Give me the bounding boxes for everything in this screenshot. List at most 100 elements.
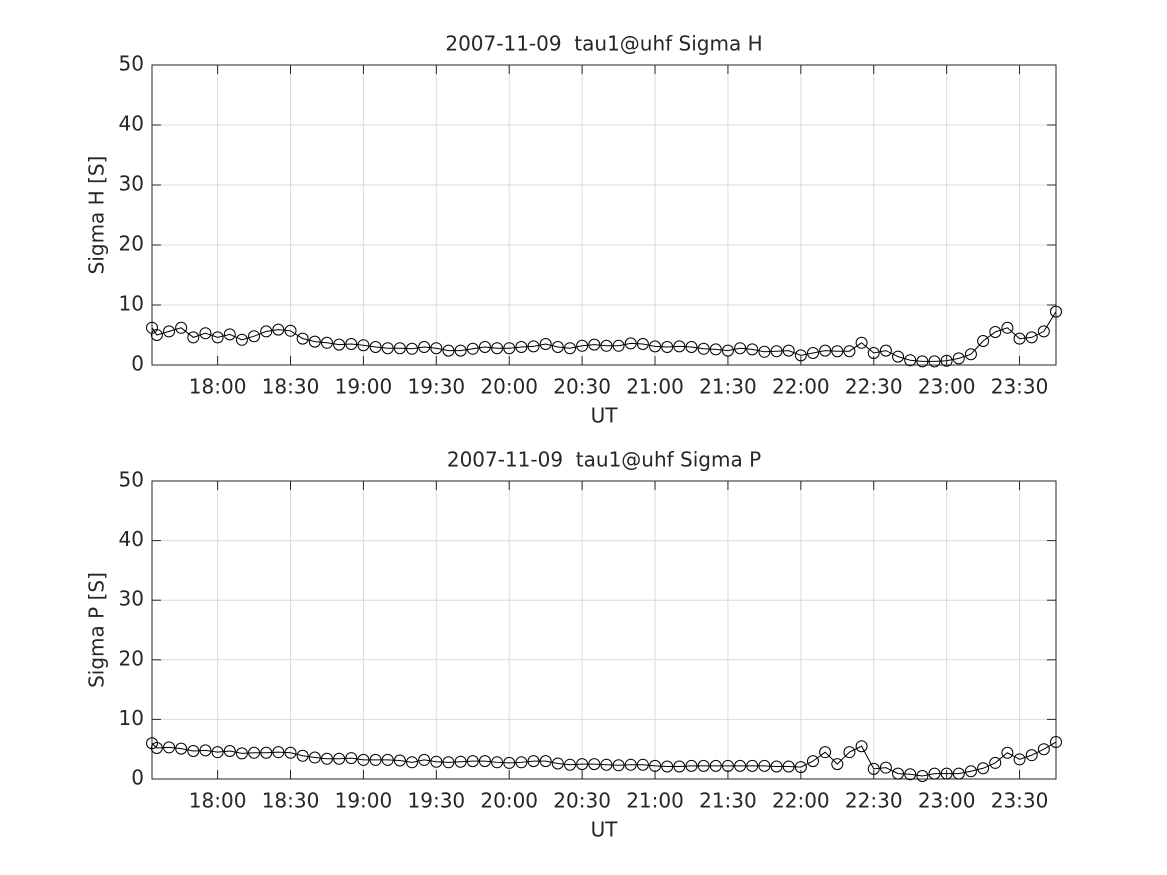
data-point	[697, 342, 710, 355]
x-axis-label: UT	[591, 818, 619, 842]
data-point	[1001, 746, 1014, 759]
data-point	[345, 752, 358, 765]
x-tick-label: 22:00	[772, 375, 830, 399]
chart-title: 2007-11-09 tau1@uhf Sigma H	[445, 32, 762, 56]
data-point	[721, 344, 734, 357]
data-point	[576, 339, 589, 352]
axes-box	[151, 64, 1057, 366]
data-point	[296, 749, 309, 762]
data-point	[150, 742, 163, 755]
x-tick-label: 18:00	[189, 375, 247, 399]
data-point	[964, 765, 977, 778]
data-point	[782, 760, 795, 773]
data-point	[333, 338, 346, 351]
data-point	[952, 352, 965, 365]
data-point	[649, 340, 662, 353]
data-point	[320, 336, 333, 349]
y-axis-label: Sigma H [S]	[85, 156, 109, 275]
data-point	[320, 752, 333, 765]
data-point	[260, 746, 273, 759]
x-tick-label: 22:00	[772, 789, 830, 813]
data-point	[770, 345, 783, 358]
data-point	[782, 344, 795, 357]
data-point	[685, 341, 698, 353]
data-point	[977, 335, 990, 347]
data-point	[491, 342, 504, 355]
plot-area	[152, 65, 1056, 365]
data-point	[527, 755, 540, 768]
data-point	[819, 344, 832, 357]
data-point	[466, 755, 479, 768]
data-point	[442, 344, 455, 357]
data-point	[673, 760, 686, 773]
y-tick-label: 40	[119, 527, 144, 551]
x-tick-label: 20:00	[480, 375, 538, 399]
data-point	[248, 330, 261, 343]
data-point	[551, 341, 564, 353]
x-tick-label: 21:00	[626, 375, 684, 399]
data-point	[478, 755, 491, 768]
data-point	[466, 342, 479, 355]
data-point	[1037, 743, 1050, 756]
data-point	[758, 759, 771, 772]
data-point	[746, 759, 759, 772]
data-point	[831, 758, 844, 771]
data-point	[794, 349, 807, 362]
y-tick-label: 10	[119, 706, 144, 730]
data-point	[734, 342, 747, 355]
data-point	[163, 741, 176, 754]
data-point	[418, 753, 431, 766]
data-point	[855, 740, 868, 753]
x-tick-label: 20:00	[480, 789, 538, 813]
data-point	[892, 350, 905, 363]
data-point	[199, 327, 212, 340]
data-point	[454, 755, 467, 768]
data-point	[904, 768, 917, 781]
y-tick-label: 30	[119, 172, 144, 196]
data-point	[539, 755, 552, 768]
data-point	[1013, 753, 1026, 766]
data-point	[406, 342, 419, 355]
x-tick-label: 23:00	[918, 375, 976, 399]
data-point	[624, 337, 637, 350]
data-point	[770, 760, 783, 773]
y-tick-label: 50	[119, 468, 144, 492]
chart-title: 2007-11-09 tau1@uhf Sigma P	[447, 448, 761, 472]
y-tick-label: 20	[119, 232, 144, 256]
data-point	[588, 758, 601, 771]
data-point	[879, 344, 892, 357]
data-point	[381, 342, 394, 355]
x-tick-label: 23:30	[991, 789, 1049, 813]
data-point	[709, 759, 722, 772]
x-tick-label: 21:30	[699, 789, 757, 813]
data-point	[357, 339, 370, 352]
data-point	[1025, 749, 1038, 762]
data-point	[418, 341, 431, 353]
data-point	[588, 338, 601, 351]
data-point	[381, 753, 394, 766]
data-point	[248, 746, 261, 759]
data-point	[916, 355, 929, 368]
data-point	[235, 333, 248, 346]
x-tick-label: 18:00	[189, 789, 247, 813]
data-point	[284, 746, 297, 759]
data-point	[831, 345, 844, 358]
data-point	[904, 354, 917, 367]
data-point	[843, 345, 856, 358]
data-point	[794, 761, 807, 774]
x-axis-label: UT	[591, 404, 619, 428]
data-point	[146, 737, 158, 750]
y-tick-label: 50	[119, 52, 144, 76]
data-point	[284, 324, 297, 337]
data-point	[661, 760, 674, 773]
data-point	[527, 340, 540, 353]
data-point	[235, 747, 248, 760]
data-point	[211, 746, 224, 759]
y-tick-label: 30	[119, 587, 144, 611]
data-point	[211, 331, 224, 344]
data-point	[940, 354, 953, 367]
data-point	[989, 756, 1002, 769]
data-point	[150, 329, 163, 341]
data-point	[867, 762, 880, 775]
data-point	[563, 342, 576, 355]
